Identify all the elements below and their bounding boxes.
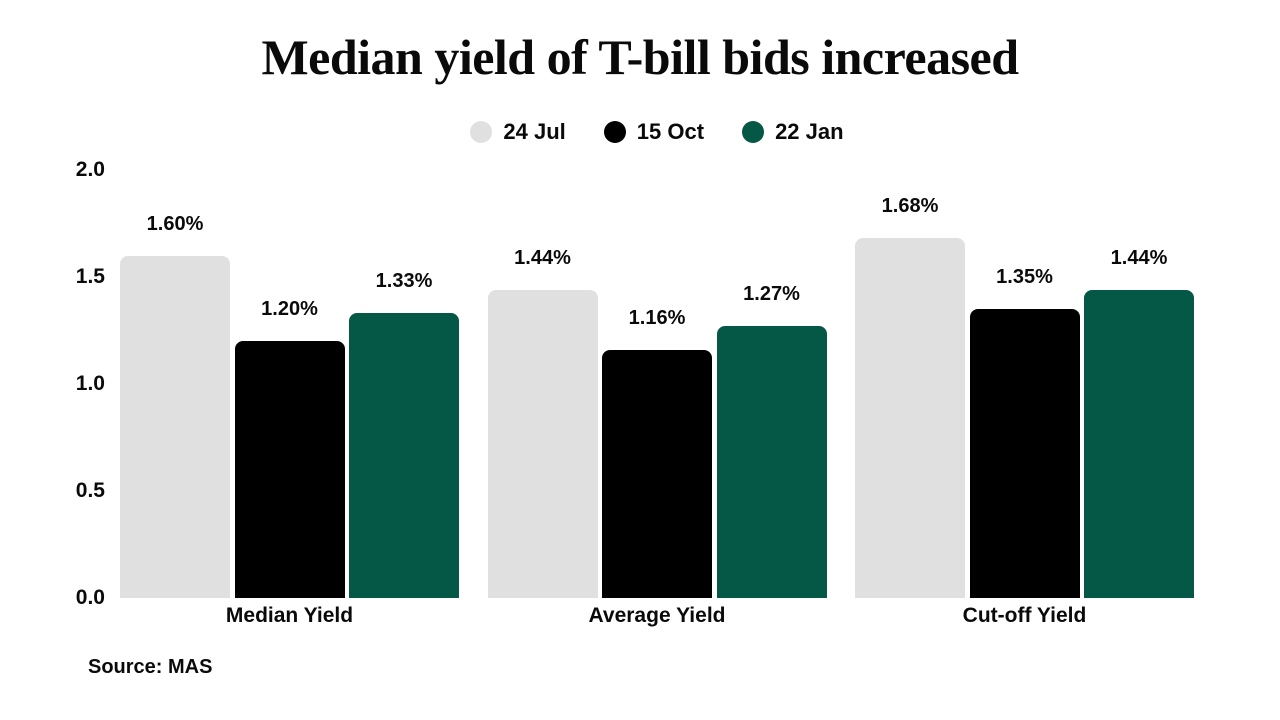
bar-value-label: 1.33% <box>375 270 433 292</box>
bar-value-label: 1.44% <box>514 247 571 269</box>
bar-24-jul-median-yield <box>120 256 230 598</box>
bar-15-oct-median-yield <box>234 341 345 598</box>
bar-col-24-jul-cut-off-yield: 1.68% <box>855 194 965 598</box>
bar-group-average-yield: 1.44% 1.16% 1.27% <box>487 170 827 598</box>
bar-group-median-yield: 1.60% 1.20% 1.33% <box>120 170 459 598</box>
bar-col-15-oct-cut-off-yield: 1.35% <box>969 265 1080 598</box>
x-label-median-yield: Median Yield <box>225 604 354 627</box>
legend-label: 15 Oct <box>636 119 705 144</box>
bar-22-jan-cut-off-yield <box>1084 290 1194 598</box>
bar-24-jul-cut-off-yield <box>855 238 965 598</box>
bar-col-15-oct-average-yield: 1.16% <box>602 306 712 598</box>
bar-value-label: 1.20% <box>261 298 318 320</box>
y-tick-label: 1.0 <box>75 372 105 395</box>
bar-col-22-jan-cut-off-yield: 1.44% <box>1084 246 1194 598</box>
bar-value-label: 1.16% <box>628 307 686 329</box>
legend-item-22-jan: 22 Jan <box>742 119 844 145</box>
legend-item-15-oct: 15 Oct <box>603 119 705 145</box>
bar-value-label: 1.44% <box>1110 247 1168 269</box>
bar-22-jan-average-yield <box>716 326 827 598</box>
legend-swatch-15-oct <box>603 121 626 143</box>
legend: 24 Jul 15 Oct 22 Jan <box>120 116 1194 148</box>
bar-group-cut-off-yield: 1.68% 1.35% 1.44% <box>855 170 1194 598</box>
y-tick-label: 0.5 <box>75 479 105 502</box>
bar-22-jan-median-yield <box>349 313 459 598</box>
legend-label: 24 Jul <box>503 119 566 144</box>
bar-value-label: 1.27% <box>743 283 800 305</box>
bar-value-label: 1.60% <box>146 213 204 235</box>
legend-swatch-22-jan <box>742 121 765 143</box>
chart-title: Median yield of T-bill bids increased <box>261 29 1019 85</box>
legend-item-24-jul: 24 Jul <box>470 119 566 145</box>
legend-label: 22 Jan <box>775 119 844 144</box>
bar-value-label: 1.35% <box>996 266 1053 288</box>
plot-area: 1.60% 1.20% 1.33% 1.44% 1.16% 1.27% 1.68% 1.35%… <box>120 170 1194 598</box>
bar-15-oct-average-yield <box>602 350 712 598</box>
bar-col-24-jul-average-yield: 1.44% <box>487 246 598 598</box>
x-label-average-yield: Average Yield <box>588 604 726 627</box>
y-tick-label: 2.0 <box>75 158 105 181</box>
bar-col-24-jul-median-yield: 1.60% <box>120 212 230 598</box>
y-tick-label: 0.0 <box>75 586 105 609</box>
bar-value-label: 1.68% <box>881 195 939 217</box>
bar-col-15-oct-median-yield: 1.20% <box>234 297 345 598</box>
source-note: Source: MAS <box>88 656 213 678</box>
bar-col-22-jan-median-yield: 1.33% <box>349 269 459 598</box>
bar-col-22-jan-average-yield: 1.27% <box>716 282 827 598</box>
x-label-cut-off-yield: Cut-off Yield <box>962 604 1087 627</box>
bar-groups: 1.60% 1.20% 1.33% 1.44% 1.16% 1.27% 1.68% 1.35%… <box>120 170 1194 598</box>
bar-24-jul-average-yield <box>487 290 598 598</box>
legend-swatch-24-jul <box>470 121 493 143</box>
x-axis-labels: Median Yield Average Yield Cut-off Yield <box>120 604 1194 628</box>
y-axis: 2.0 1.5 1.0 0.5 0.0 <box>52 158 105 609</box>
y-tick-label: 1.5 <box>75 265 105 288</box>
bar-15-oct-cut-off-yield <box>969 309 1080 598</box>
